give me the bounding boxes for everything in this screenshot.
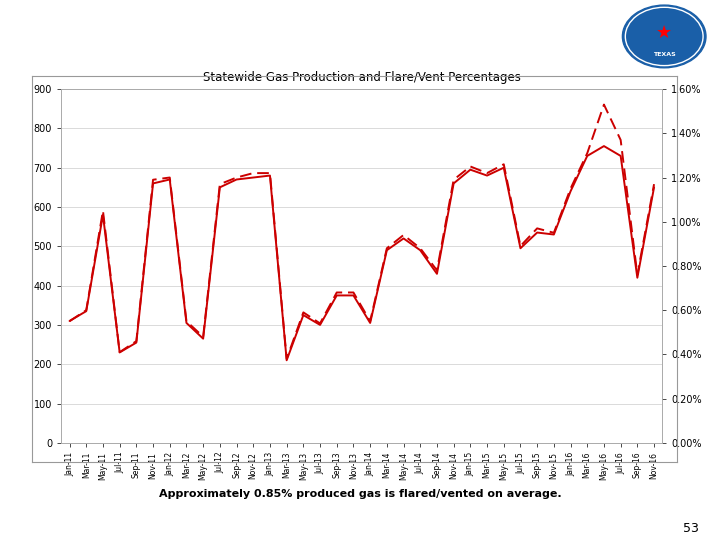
Text: 53: 53 (683, 522, 698, 535)
Circle shape (622, 5, 706, 68)
Title: Statewide Gas Production and Flare/Vent Percentages: Statewide Gas Production and Flare/Vent … (203, 71, 521, 84)
Text: Statewide Flaring Percentage: Statewide Flaring Percentage (133, 26, 529, 51)
Text: ★: ★ (656, 24, 672, 42)
Circle shape (619, 3, 709, 70)
Text: Approximately 0.85% produced gas is flared/vented on average.: Approximately 0.85% produced gas is flar… (158, 489, 562, 499)
Text: TEXAS: TEXAS (653, 52, 675, 57)
